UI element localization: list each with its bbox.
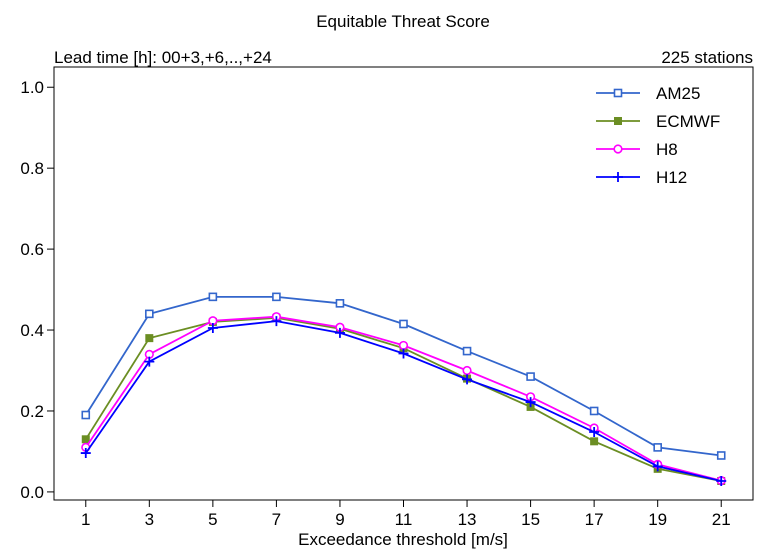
legend-label-am25: AM25: [656, 84, 700, 103]
chart-subtitle-lead-time: Lead time [h]: 00+3,+6,..,+24: [54, 48, 272, 67]
legend-label-h12: H12: [656, 168, 687, 187]
y-axis: 0.0 0.2 0.4 0.6 0.8 1.0: [20, 78, 54, 502]
series-ecmwf: [81, 313, 726, 485]
x-tick-label: 1: [81, 510, 90, 529]
data-point-h8: [398, 340, 409, 351]
series-h8: [81, 312, 726, 486]
series-layer: [80, 292, 727, 486]
y-tick-label: 0.0: [20, 483, 44, 502]
plot-area: [53, 66, 754, 501]
data-point-h12: [271, 316, 282, 327]
data-point-ecmwf: [81, 435, 90, 444]
legend-marker-am25: [613, 88, 623, 98]
x-tick-label: 17: [585, 510, 604, 529]
y-tick-label: 0.4: [20, 321, 44, 340]
y-tick-label: 0.2: [20, 402, 44, 421]
x-tick-label: 3: [145, 510, 154, 529]
data-point-am25: [589, 406, 599, 416]
data-point-h12: [144, 356, 155, 367]
x-tick-label: 11: [395, 510, 413, 529]
data-point-h12: [462, 374, 473, 385]
y-tick-label: 0.8: [20, 159, 44, 178]
data-point-am25: [526, 372, 535, 381]
data-point-am25: [653, 443, 662, 452]
data-point-h12: [398, 348, 409, 359]
data-point-h12: [652, 461, 663, 472]
legend-entry-h8: H8: [596, 140, 678, 159]
legend-label-ecmwf: ECMWF: [656, 112, 720, 131]
data-point-am25: [462, 346, 472, 356]
data-point-am25: [335, 299, 345, 308]
x-tick-label: 15: [521, 510, 540, 529]
data-point-h12: [525, 397, 536, 408]
data-point-am25: [208, 292, 218, 302]
legend-entry-ecmwf: ECMWF: [596, 112, 720, 131]
x-tick-label: 13: [458, 510, 477, 529]
data-point-h8: [462, 365, 472, 376]
x-tick-label: 9: [335, 510, 344, 529]
series-h12: [80, 316, 727, 486]
y-tick-label: 1.0: [20, 78, 44, 97]
data-point-h12: [589, 427, 600, 438]
data-point-h12: [207, 323, 218, 334]
chart-subtitle-stations: 225 stations: [661, 48, 753, 67]
x-axis: 1 3 5 7 9 11 13 15 17 19 21: [81, 500, 731, 529]
chart-title: Equitable Threat Score: [316, 12, 490, 31]
data-point-am25: [272, 292, 281, 302]
data-point-am25: [399, 319, 408, 329]
data-point-ecmwf: [590, 437, 599, 446]
x-tick-label: 19: [648, 510, 667, 529]
x-tick-label: 21: [712, 510, 731, 529]
legend-entry-am25: AM25: [596, 84, 700, 103]
data-point-h12: [334, 327, 345, 338]
data-point-ecmwf: [145, 334, 154, 343]
series-am25: [81, 292, 726, 460]
legend-label-h8: H8: [656, 140, 678, 159]
data-point-am25: [716, 451, 726, 460]
data-point-am25: [145, 309, 154, 319]
data-point-h12: [80, 448, 91, 459]
x-tick-label: 7: [272, 510, 281, 529]
y-tick-label: 0.6: [20, 240, 44, 259]
legend-marker-h8: [613, 144, 623, 154]
x-axis-label: Exceedance threshold [m/s]: [298, 530, 508, 549]
legend: AM25 ECMWF H8 H12: [596, 84, 720, 187]
legend-entry-h12: H12: [596, 168, 687, 187]
legend-marker-h12: [613, 172, 623, 182]
data-point-am25: [81, 410, 91, 420]
x-tick-label: 5: [208, 510, 217, 529]
legend-marker-ecmwf: [614, 117, 622, 125]
data-point-h12: [716, 475, 727, 486]
